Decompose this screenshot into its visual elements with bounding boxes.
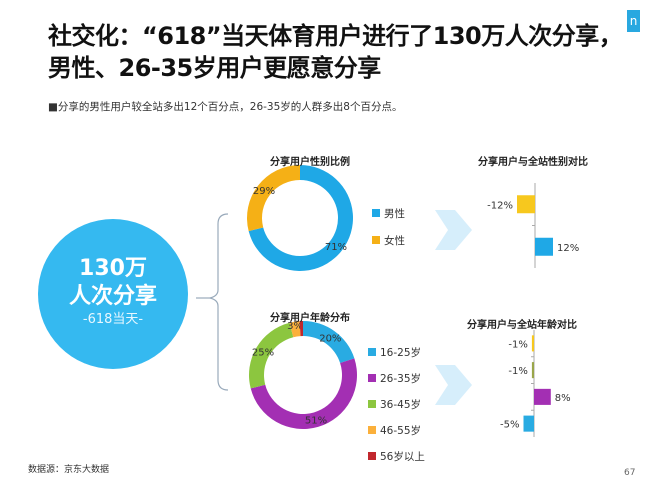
age-legend-item: 56岁以上	[368, 449, 425, 463]
age-compare-value-label: -1%	[508, 366, 527, 377]
chart-title: 分享用户与全站年龄对比	[467, 320, 577, 331]
age-donut-slice	[250, 358, 358, 430]
legend-label: 男性	[384, 207, 405, 220]
gender-donut-slice	[247, 165, 300, 232]
chart-title: 分享用户与全站性别对比	[478, 157, 588, 168]
age-donut-value-label: 20%	[319, 333, 341, 344]
gender-donut-value-label: 71%	[325, 242, 347, 253]
legend-swatch	[368, 426, 376, 434]
legend-label: 26-35岁	[380, 372, 422, 385]
source-note: 数据源：京东大数据	[28, 465, 110, 475]
gender-compare-bar	[535, 237, 553, 256]
legend-swatch	[368, 374, 376, 382]
legend-label: 女性	[384, 234, 405, 247]
legend-swatch	[372, 236, 380, 244]
age-compare-value-label: 8%	[555, 393, 571, 404]
legend-swatch	[372, 209, 380, 217]
gender-compare-value-label: 12%	[557, 243, 579, 254]
highlight-note: -618当天-	[82, 312, 144, 327]
legend-label: 56岁以上	[380, 450, 425, 463]
page-number: 67	[624, 468, 636, 478]
age-donut-slice	[248, 322, 294, 389]
subtitle: ■分享的男性用户较全站多出12个百分点，26-35岁的人群多出8个百分点。	[48, 101, 403, 113]
age-compare-bar	[534, 388, 551, 405]
legend-swatch	[368, 400, 376, 408]
age-compare-value-label: -1%	[508, 339, 527, 350]
age-legend-item: 36-45岁	[368, 397, 421, 411]
legend-swatch	[368, 452, 376, 460]
age-donut-slice	[289, 321, 301, 338]
chart-title: 分享用户性别比例	[270, 157, 350, 168]
legend-label: 16-25岁	[380, 346, 422, 359]
age-compare-bar	[531, 335, 534, 352]
age-donut-slice	[303, 321, 355, 363]
brace	[209, 213, 229, 391]
highlight-value: 130万	[79, 256, 147, 281]
legend-swatch	[368, 348, 376, 356]
arrow-icon	[435, 210, 472, 250]
chart-title: 分享用户年龄分布	[270, 313, 350, 324]
arrow-icon	[435, 365, 472, 405]
age-compare-bar	[531, 362, 534, 379]
age-legend-item: 46-55岁	[368, 423, 421, 437]
page-title: 社交化：“618”当天体育用户进行了130万人次分享，男性、26-35岁用户更愿…	[48, 22, 623, 82]
highlight-label: 人次分享	[68, 284, 157, 309]
gender-compare-value-label: -12%	[487, 200, 513, 211]
gender-donut-value-label: 29%	[253, 186, 275, 197]
age-donut-value-label: 3%	[287, 321, 303, 332]
age-compare-bar	[523, 415, 534, 432]
age-legend-item: 16-25岁	[368, 345, 421, 359]
legend-label: 36-45岁	[380, 398, 422, 411]
highlight-circle: 130万 人次分享 -618当天-	[38, 219, 188, 369]
age-compare-value-label: -5%	[500, 420, 519, 431]
gender-compare-bar	[517, 195, 535, 214]
age-donut-slice	[299, 321, 303, 337]
logo: n	[627, 10, 640, 32]
gender-legend-item: 男性	[372, 206, 405, 220]
age-donut-value-label: 25%	[252, 347, 274, 358]
gender-legend-item: 女性	[372, 233, 405, 247]
legend-label: 46-55岁	[380, 424, 422, 437]
age-legend-item: 26-35岁	[368, 371, 421, 385]
age-donut-value-label: 51%	[305, 416, 327, 427]
